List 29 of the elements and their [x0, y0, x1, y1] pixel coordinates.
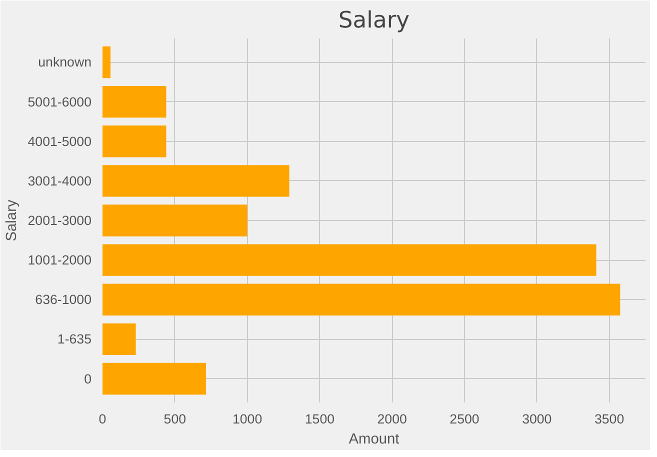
x-tick-label: 500 — [164, 412, 186, 426]
bar — [102, 362, 206, 395]
x-tick-label: 1000 — [232, 412, 262, 426]
chart-title: Salary — [338, 8, 410, 34]
x-tick-label: 2500 — [450, 412, 480, 426]
bar — [102, 86, 166, 118]
y-tick-label: unknown — [38, 54, 92, 70]
x-tick-label: 3000 — [522, 412, 552, 426]
x-tick-label: 0 — [98, 412, 106, 426]
y-axis-title: Salary — [4, 199, 20, 242]
y-tick-label: 2001-3000 — [28, 213, 92, 228]
bar — [102, 126, 166, 158]
y-tick-label: 5001-6000 — [28, 94, 92, 110]
bar — [102, 46, 110, 78]
y-tick-label: 3001-4000 — [28, 173, 92, 188]
bar — [102, 323, 136, 356]
x-tick-label: 3500 — [594, 412, 624, 426]
y-tick-label: 1001-2000 — [28, 252, 92, 268]
y-tick-label: 0 — [84, 371, 92, 386]
bar — [102, 204, 248, 236]
bar — [102, 244, 596, 276]
bar — [102, 284, 620, 316]
x-tick-label: 2000 — [377, 412, 407, 426]
x-tick-label: 1500 — [304, 412, 335, 426]
y-tick-label: 1-635 — [57, 332, 92, 347]
y-tick-label: 4001-5000 — [28, 134, 92, 149]
bar — [102, 165, 290, 197]
y-tick-label: 636-1000 — [35, 292, 92, 308]
x-axis-title: Amount — [348, 432, 400, 448]
